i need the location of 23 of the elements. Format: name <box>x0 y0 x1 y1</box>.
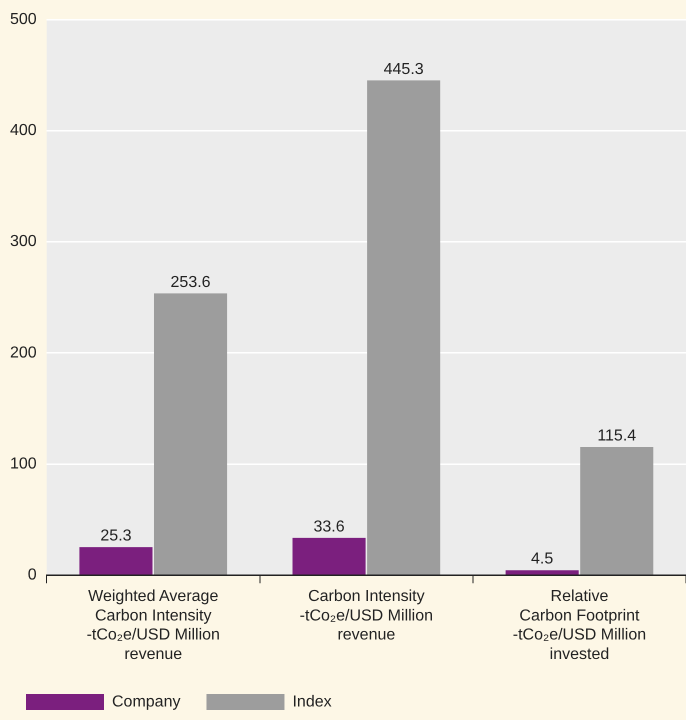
bar <box>367 80 440 574</box>
y-tick-label: 100 <box>10 455 37 472</box>
bar <box>506 570 579 574</box>
bar <box>292 538 366 574</box>
data-label: 4.5 <box>531 550 554 568</box>
data-label: 25.3 <box>100 527 132 544</box>
y-tick-label: 300 <box>10 233 37 250</box>
x-tick-label: Carbon Intensity -tCo₂e/USD Million revenue <box>300 588 434 644</box>
y-tick-label: 0 <box>28 566 37 584</box>
bar <box>79 547 152 574</box>
data-label: 445.3 <box>384 60 424 78</box>
data-label: 115.4 <box>597 427 636 444</box>
y-tick-label: 500 <box>10 11 37 28</box>
y-tick-label: 400 <box>10 122 37 140</box>
legend-label: Company <box>112 693 180 710</box>
bar <box>154 293 228 574</box>
legend-label: Index <box>292 693 332 710</box>
bar <box>580 446 654 574</box>
x-tick-label: Relative Carbon Footprint -tCo₂e/USD Million invested <box>512 588 646 663</box>
y-tick-label: 200 <box>10 344 37 362</box>
data-label: 33.6 <box>313 518 345 536</box>
x-tick-label: Weighted Average Carbon Intensity -tCo₂e/USD Million revenue <box>86 588 220 663</box>
data-label: 253.6 <box>170 274 211 291</box>
